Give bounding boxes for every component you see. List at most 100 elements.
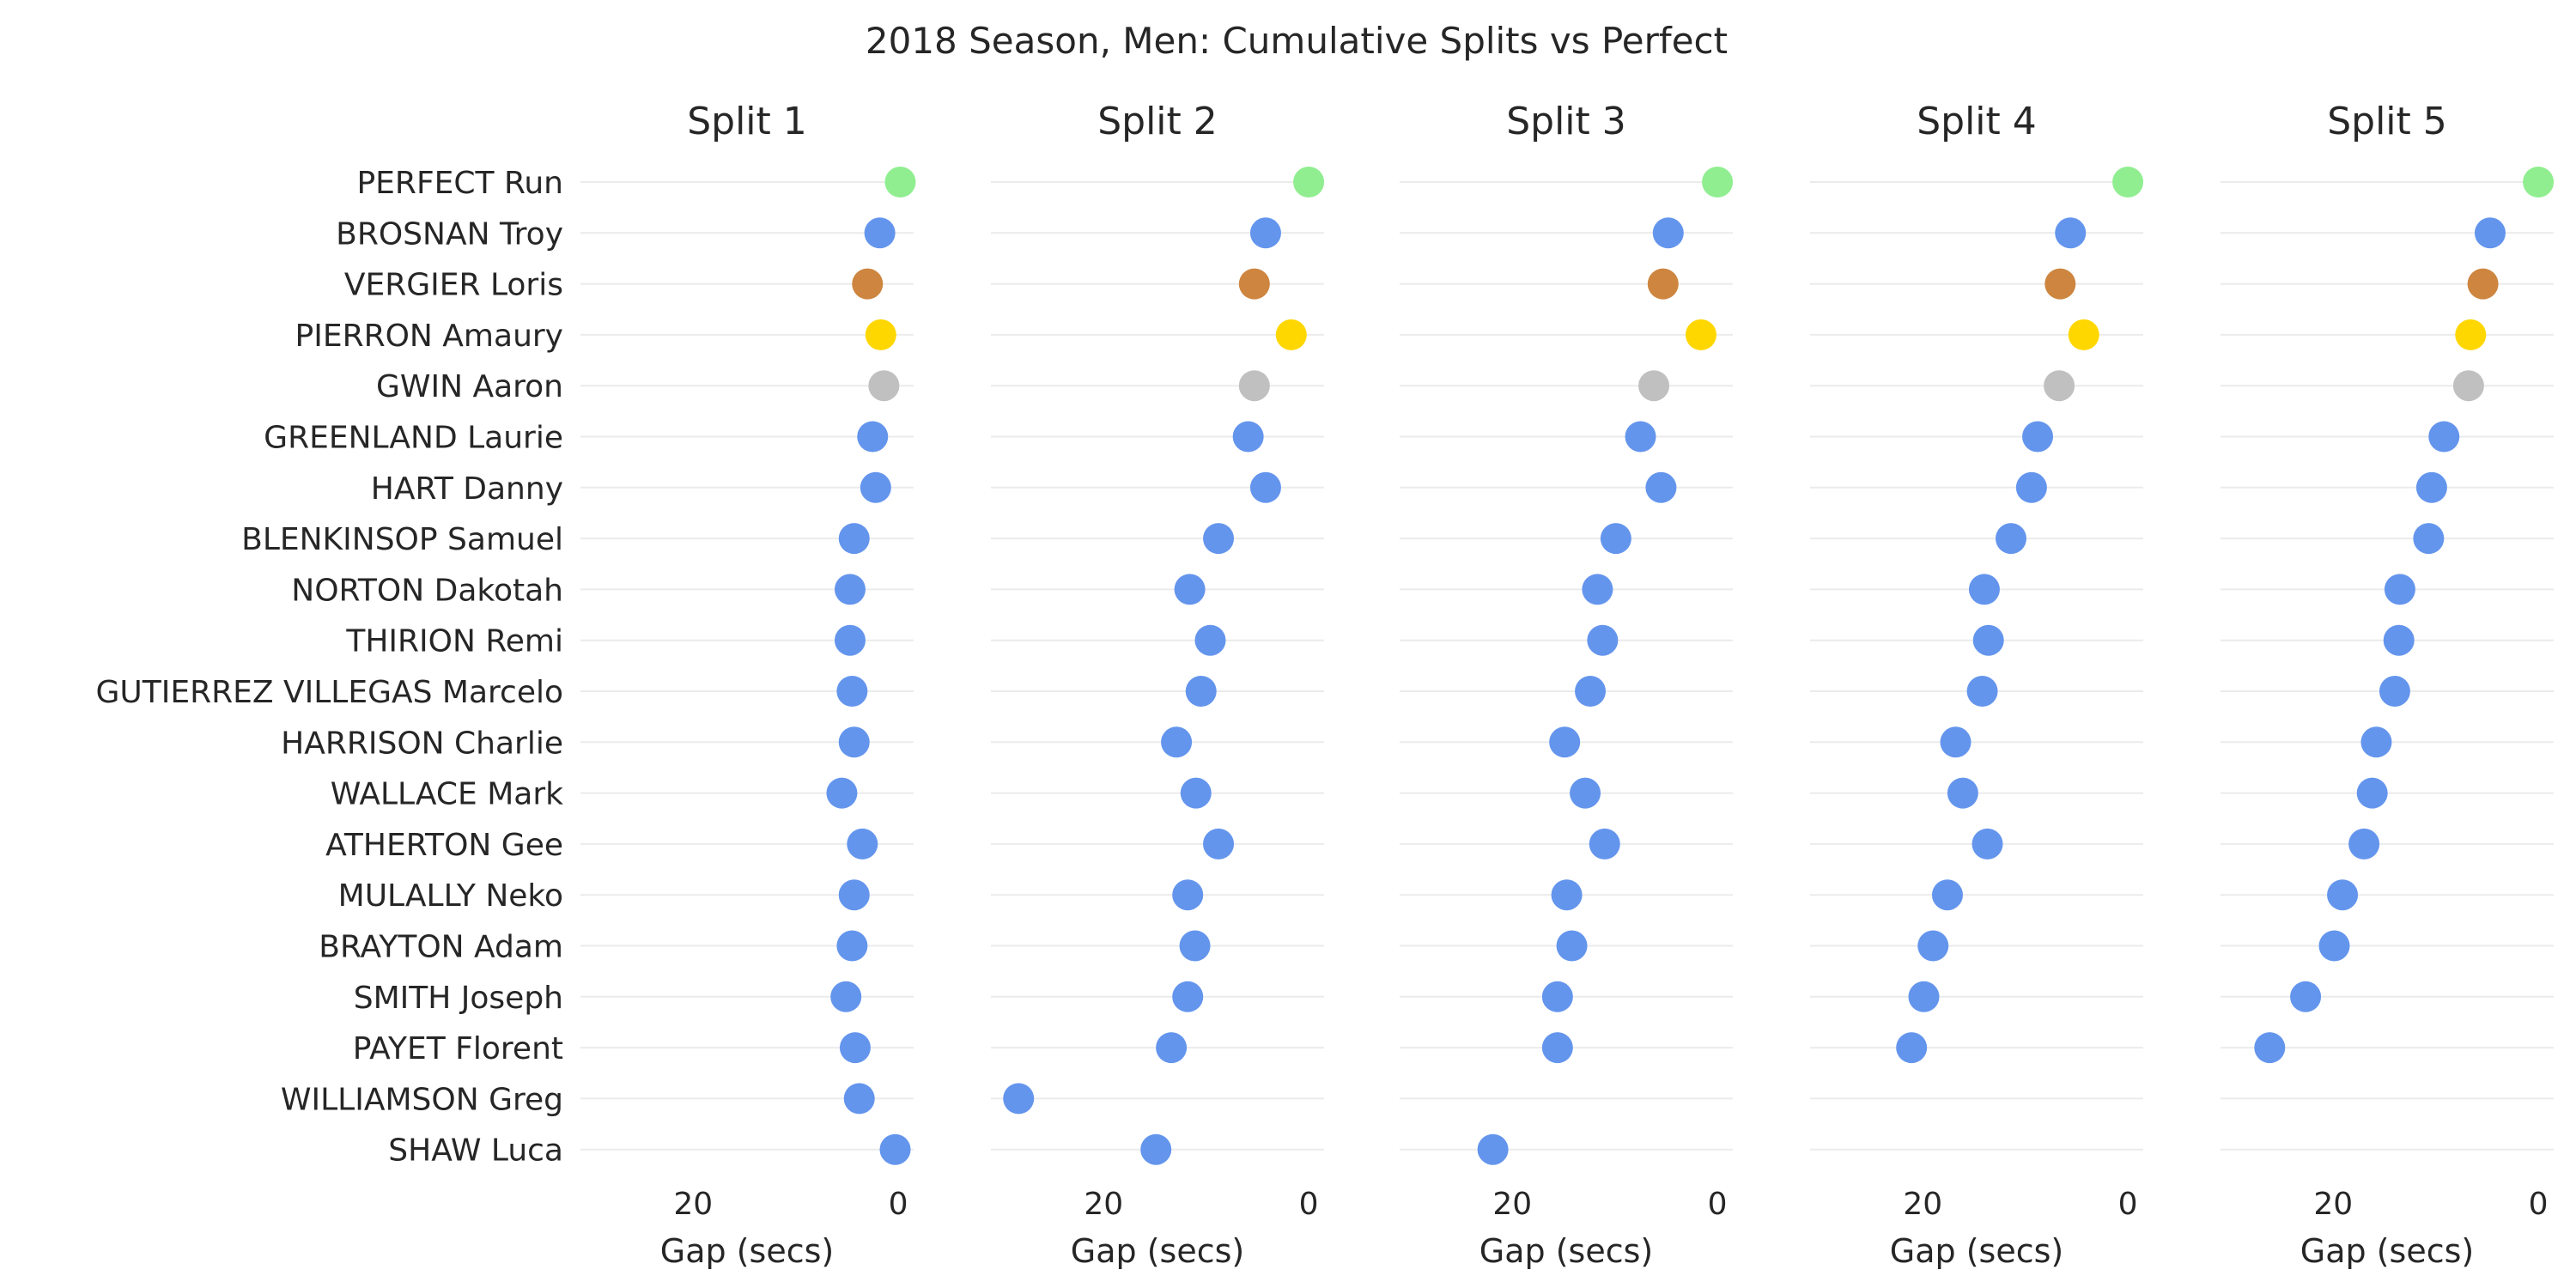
data-point	[2455, 319, 2487, 350]
rider-label: HART Danny	[371, 471, 563, 507]
data-point	[1589, 828, 1620, 860]
x-tick-label: 0	[2529, 1187, 2549, 1222]
rider-label: PAYET Florent	[353, 1031, 563, 1066]
data-point	[1293, 167, 1325, 197]
data-point	[1194, 624, 1226, 656]
panel-title: Split 3	[1506, 100, 1626, 143]
x-tick-label: 20	[1903, 1187, 1942, 1222]
panel-split-2: Split 2 20 0 Gap (secs)	[991, 100, 1325, 1270]
data-point	[838, 879, 870, 911]
data-point	[1971, 828, 2003, 860]
x-axis-label: Gap (secs)	[1071, 1232, 1244, 1270]
data-point	[1161, 726, 1193, 758]
data-point	[1896, 1032, 1928, 1064]
rider-label: SHAW Luca	[388, 1133, 563, 1169]
data-point	[1600, 523, 1631, 555]
chart-title: 2018 Season, Men: Cumulative Splits vs P…	[866, 20, 1728, 62]
panel-split-4: Split 4 20 0 Gap (secs)	[1810, 100, 2144, 1270]
data-point	[1947, 777, 1978, 809]
data-point	[2383, 624, 2415, 656]
data-point	[865, 319, 896, 350]
data-point	[1185, 676, 1217, 707]
panel-split-5: Split 5 20 0 Gap (secs)	[2221, 100, 2555, 1270]
x-tick-label: 20	[2313, 1187, 2353, 1222]
data-point	[1238, 370, 1270, 402]
data-point	[2356, 777, 2388, 809]
data-point	[1638, 370, 1670, 402]
data-point	[834, 624, 866, 656]
x-tick-label: 20	[1084, 1187, 1123, 1222]
data-point	[836, 930, 868, 962]
data-point	[1582, 574, 1613, 605]
rider-label: WILLIAMSON Greg	[281, 1082, 563, 1117]
data-point	[838, 726, 870, 758]
data-point	[1203, 523, 1235, 555]
data-point	[1174, 574, 1206, 605]
data-point	[2022, 421, 2054, 453]
data-point	[843, 1083, 875, 1115]
data-point	[2044, 268, 2076, 300]
rider-label: VERGIER Loris	[344, 268, 563, 303]
data-point	[2290, 981, 2322, 1012]
data-point	[2015, 471, 2047, 503]
rider-label: BRAYTON Adam	[319, 930, 563, 965]
data-point	[2112, 167, 2144, 197]
data-point	[2055, 217, 2087, 249]
rider-label: SMITH Joseph	[354, 981, 563, 1016]
rider-label: GREENLAND Laurie	[264, 421, 563, 456]
data-point	[1931, 879, 1963, 911]
data-point	[1551, 879, 1583, 911]
data-point	[2428, 421, 2460, 453]
data-point	[1647, 268, 1679, 300]
data-point	[2068, 319, 2099, 350]
data-point	[1477, 1133, 1509, 1165]
data-point	[1238, 268, 1270, 300]
data-point	[2254, 1032, 2286, 1064]
rider-label: NORTON Dakotah	[291, 573, 563, 608]
data-point	[852, 268, 884, 300]
data-point	[857, 421, 889, 453]
data-point	[1995, 523, 2026, 555]
x-tick-label: 0	[889, 1187, 908, 1222]
rider-label: PIERRON Amaury	[295, 319, 564, 354]
rider-label: GWIN Aaron	[376, 369, 563, 404]
data-point	[838, 523, 870, 555]
data-point	[2044, 370, 2075, 402]
data-point	[1180, 777, 1212, 809]
data-point	[1232, 421, 1264, 453]
panel-split-3: Split 3 20 0 Gap (secs)	[1400, 100, 1734, 1270]
data-point	[2360, 726, 2392, 758]
data-point	[1556, 930, 1588, 962]
data-point	[2379, 676, 2410, 707]
rider-label: BLENKINSOP Samuel	[241, 522, 563, 557]
data-point	[2452, 370, 2484, 402]
x-tick-label: 0	[2118, 1187, 2138, 1222]
rider-label: HARRISON Charlie	[281, 726, 563, 761]
data-point	[1249, 217, 1281, 249]
x-axis-label: Gap (secs)	[660, 1232, 834, 1270]
data-point	[1702, 167, 1734, 197]
rider-label: BROSNAN Troy	[336, 216, 563, 252]
data-point	[1917, 930, 1949, 962]
data-point	[1908, 981, 1940, 1012]
data-point	[1587, 624, 1619, 656]
data-point	[1968, 574, 2000, 605]
panel-title: Split 2	[1097, 100, 1218, 143]
x-tick-label: 20	[1492, 1187, 1532, 1222]
rider-labels: PERFECT Run BROSNAN Troy VERGIER Loris PIER…	[96, 166, 564, 1169]
data-point	[839, 1032, 871, 1064]
data-point	[1172, 981, 1204, 1012]
data-point	[1003, 1083, 1035, 1115]
data-point	[2467, 268, 2499, 300]
x-axis-label: Gap (secs)	[1890, 1232, 2063, 1270]
data-point	[2523, 167, 2555, 197]
rider-label: PERFECT Run	[356, 166, 563, 201]
data-point	[1156, 1032, 1188, 1064]
data-point	[860, 471, 891, 503]
data-point	[834, 574, 866, 605]
data-point	[1625, 421, 1656, 453]
data-point	[1549, 726, 1581, 758]
data-point	[1541, 981, 1573, 1012]
x-axis-label: Gap (secs)	[2300, 1232, 2474, 1270]
data-point	[1541, 1032, 1573, 1064]
